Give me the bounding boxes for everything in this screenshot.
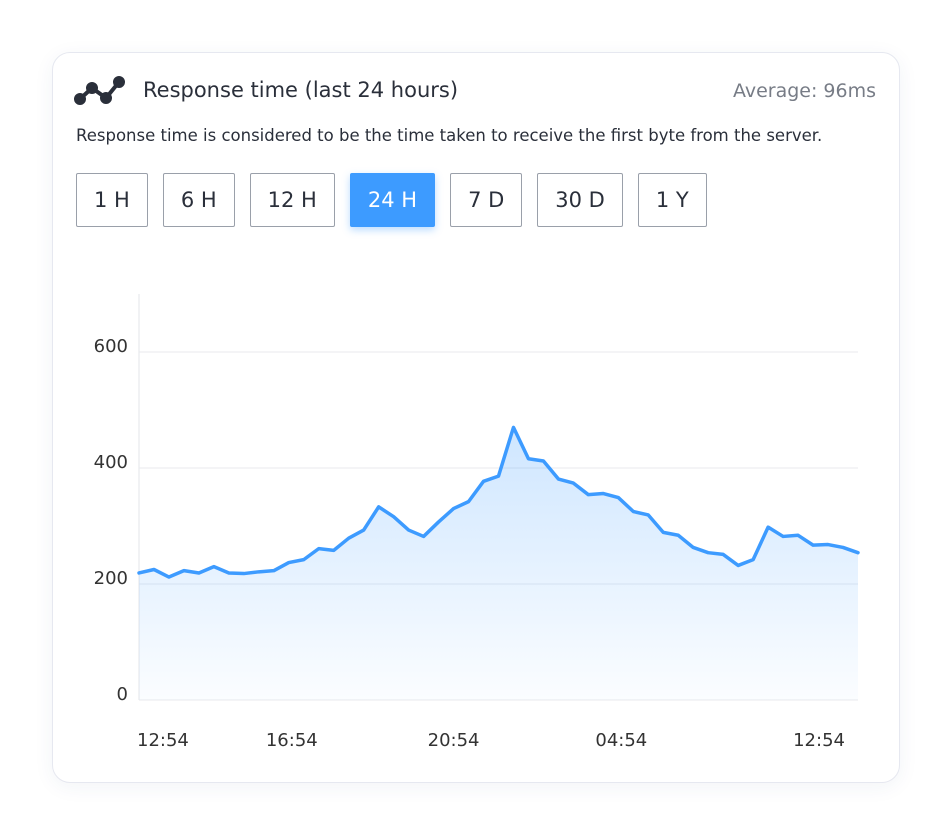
x-tick-label: 12:54 (793, 730, 845, 751)
icon (74, 76, 125, 105)
x-tick-label: 16:54 (266, 730, 318, 751)
title: Response time (last 24 hours) (143, 78, 459, 102)
range-button[interactable]: 24 H (349, 173, 436, 227)
x-tick-label: 20:54 (428, 730, 480, 751)
description: Response time is considered to be the ti… (76, 126, 823, 145)
range-button[interactable]: 12 H (249, 173, 335, 227)
line (137, 425, 860, 579)
x-tick-label: 12:54 (137, 730, 189, 751)
y-tick-label: 200 (94, 568, 128, 589)
range-button[interactable]: 7 D (450, 173, 523, 227)
range-button[interactable]: 30 D (537, 173, 623, 227)
y-tick-label: 600 (94, 336, 128, 357)
area-fill (139, 427, 858, 700)
y-tick-label: 0 (117, 684, 128, 705)
range-buttons: 1 H 6 H 12 H 24 H 7 D 30 D 1 Y (76, 173, 707, 227)
range-button[interactable]: 6 H (162, 173, 235, 227)
range-button[interactable]: 1 Y (637, 173, 707, 227)
y-tick-label: 400 (94, 452, 128, 473)
x-tick-label: 04:54 (595, 730, 647, 751)
range-button[interactable]: 1 H (76, 173, 148, 227)
average: Average: 96ms (732, 80, 876, 102)
